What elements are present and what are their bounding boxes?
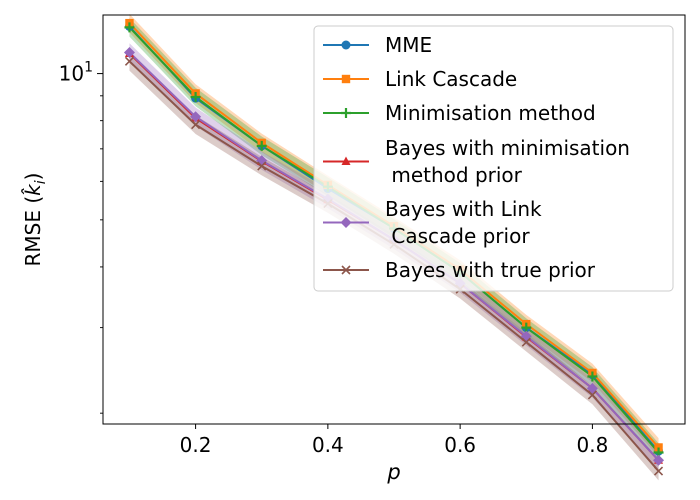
- legend-marker-1: [341, 74, 351, 84]
- x-tick-label: 0.2: [180, 433, 212, 457]
- series-5-point-6: [521, 337, 531, 347]
- series-4-point-7: [586, 382, 598, 394]
- series-4-point-8: [653, 454, 665, 466]
- legend-marker-0: [341, 40, 351, 50]
- legend-marker-4: [340, 217, 352, 228]
- legend-label-0: MME: [385, 33, 432, 57]
- legend-label-2: Minimisation method: [385, 101, 596, 125]
- legend-label-1: Link Cascade: [385, 67, 517, 91]
- y-axis-label: RMSE (k̂i): [21, 173, 49, 267]
- series-4-point-0: [123, 47, 135, 59]
- series-2-point-2: [256, 140, 267, 151]
- legend-label-3: Bayes with minimisation method prior: [385, 136, 630, 187]
- series-5-point-8: [653, 466, 664, 476]
- axes: 0.2 0.4 0.6 0.8 101 p RMSE (k̂i): [21, 14, 686, 484]
- series-5-point-2: [257, 161, 267, 171]
- y-tick-label: 101: [59, 60, 93, 86]
- series-5-point-7: [587, 390, 597, 400]
- x-tick-label: 0.8: [577, 433, 609, 457]
- series-5-point-0: [124, 56, 135, 66]
- legend-label-4: Bayes with Link Cascade prior: [385, 197, 542, 248]
- x-tick-label: 0.4: [312, 433, 344, 457]
- legend-marker-3: [341, 156, 351, 165]
- legend-box: [313, 25, 674, 292]
- legend-marker-2: [341, 108, 351, 118]
- series-2-point-1: [190, 91, 201, 102]
- series-1-point-8: [654, 443, 663, 452]
- legend: MME Link Cascade Minimisation method Bayes …: [313, 25, 674, 292]
- series-2-point-7: [587, 371, 598, 382]
- x-axis-label: p: [386, 460, 400, 484]
- series-4-point-1: [190, 111, 202, 123]
- series-5-point-1: [191, 120, 201, 130]
- x-tick-label: 0.6: [444, 433, 476, 457]
- legend-label-5: Bayes with true prior: [385, 258, 596, 282]
- series-2-point-0: [124, 22, 135, 33]
- legend-marker-5: [341, 265, 351, 275]
